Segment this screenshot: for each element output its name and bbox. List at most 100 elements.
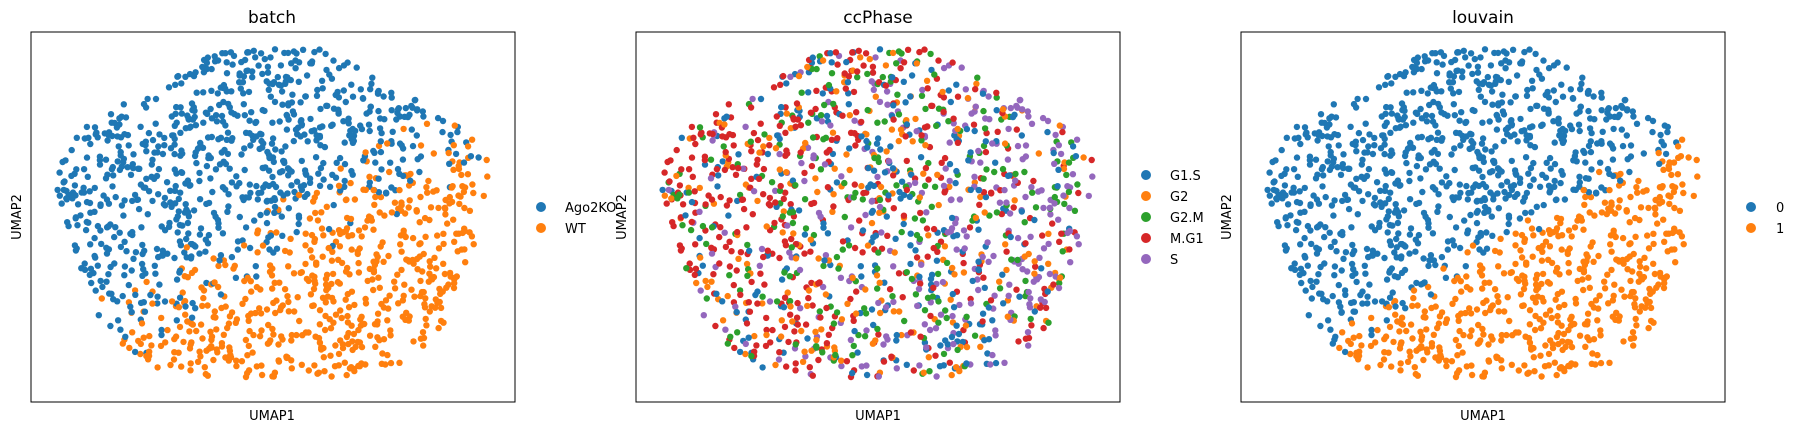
scatter-point bbox=[748, 175, 755, 182]
scatter-point bbox=[422, 315, 429, 323]
scatter-point bbox=[1527, 164, 1535, 172]
scatter-point bbox=[1427, 291, 1435, 298]
scatter-point bbox=[292, 126, 300, 133]
scatter-point bbox=[697, 287, 704, 294]
scatter-point bbox=[396, 359, 403, 366]
scatter-point bbox=[945, 118, 952, 125]
scatter-point bbox=[1352, 138, 1360, 145]
scatter-point bbox=[1353, 175, 1360, 182]
scatter-point bbox=[861, 333, 869, 340]
scatter-point bbox=[144, 211, 151, 218]
scatter-point bbox=[1347, 340, 1355, 348]
scatter-point bbox=[1668, 171, 1675, 179]
scatter-point bbox=[281, 286, 289, 293]
scatter-point bbox=[313, 92, 321, 100]
scatter-point bbox=[773, 298, 781, 305]
scatter-point bbox=[1275, 222, 1282, 230]
scatter-point bbox=[150, 175, 158, 182]
scatter-point bbox=[1660, 216, 1667, 223]
scatter-point bbox=[981, 125, 989, 132]
scatter-point bbox=[223, 70, 231, 77]
scatter-point bbox=[1308, 240, 1315, 248]
scatter-point bbox=[1640, 150, 1648, 157]
scatter-point bbox=[1624, 156, 1631, 163]
scatter-point bbox=[955, 330, 963, 338]
scatter-point bbox=[1391, 249, 1398, 256]
scatter-point bbox=[83, 198, 91, 206]
scatter-point bbox=[225, 191, 232, 198]
scatter-point bbox=[411, 293, 418, 300]
scatter-point bbox=[248, 109, 255, 116]
scatter-point bbox=[1531, 326, 1539, 334]
scatter-point bbox=[850, 317, 857, 324]
scatter-point bbox=[1421, 279, 1428, 286]
scatter-point bbox=[883, 148, 890, 155]
scatter-point bbox=[868, 78, 875, 85]
scatter-point bbox=[1394, 219, 1402, 227]
scatter-point bbox=[728, 248, 735, 255]
scatter-point bbox=[798, 327, 805, 335]
scatter-point bbox=[1548, 259, 1556, 267]
scatter-point bbox=[1612, 104, 1620, 112]
scatter-point bbox=[1358, 161, 1366, 168]
scatter-point bbox=[748, 148, 755, 155]
scatter-point bbox=[454, 128, 461, 136]
batch-panel: batch UMAP1 UMAP2 Ago2KO WT bbox=[10, 8, 616, 424]
scatter-point bbox=[953, 167, 960, 175]
scatter-point bbox=[934, 171, 941, 178]
scatter-point bbox=[1022, 240, 1029, 247]
scatter-point bbox=[97, 277, 104, 285]
scatter-point bbox=[151, 149, 158, 156]
scatter-point bbox=[349, 139, 357, 146]
scatter-point bbox=[1038, 187, 1045, 194]
scatter-point bbox=[797, 122, 805, 129]
scatter-point bbox=[364, 277, 371, 285]
scatter-point bbox=[1554, 264, 1561, 272]
scatter-point bbox=[199, 302, 206, 310]
scatter-point bbox=[926, 368, 933, 375]
scatter-point bbox=[139, 241, 146, 249]
scatter-point bbox=[122, 333, 129, 340]
scatter-point bbox=[885, 158, 893, 165]
scatter-point bbox=[829, 129, 837, 136]
scatter-point bbox=[374, 90, 382, 97]
scatter-point bbox=[976, 201, 983, 208]
scatter-point bbox=[721, 229, 728, 236]
scatter-point bbox=[923, 209, 930, 216]
scatter-point bbox=[1293, 198, 1301, 206]
scatter-point bbox=[954, 346, 961, 354]
scatter-point bbox=[196, 177, 203, 185]
scatter-point bbox=[1419, 188, 1426, 196]
scatter-point bbox=[1679, 181, 1686, 188]
scatter-point bbox=[924, 123, 931, 130]
scatter-point bbox=[1661, 279, 1668, 287]
scatter-point bbox=[960, 259, 967, 267]
scatter-point bbox=[107, 322, 114, 330]
scatter-point bbox=[838, 173, 845, 180]
scatter-point bbox=[726, 272, 733, 279]
scatter-point bbox=[1293, 154, 1301, 161]
scatter-point bbox=[737, 291, 744, 298]
scatter-point bbox=[1332, 333, 1339, 340]
scatter-point bbox=[170, 356, 178, 363]
scatter-point bbox=[1515, 367, 1523, 374]
scatter-point bbox=[1398, 100, 1406, 107]
scatter-point bbox=[1385, 304, 1393, 311]
scatter-point bbox=[1266, 169, 1273, 176]
scatter-point bbox=[875, 331, 882, 338]
scatter-point bbox=[940, 182, 948, 189]
scatter-point bbox=[1388, 169, 1395, 176]
scatter-point bbox=[1554, 59, 1561, 66]
legend-label: M.G1 bbox=[1170, 232, 1204, 247]
scatter-point bbox=[984, 239, 991, 246]
scatter-point bbox=[1281, 182, 1289, 189]
scatter-point bbox=[1587, 138, 1595, 145]
scatter-point bbox=[218, 304, 225, 312]
scatter-point bbox=[992, 159, 999, 166]
scatter-point bbox=[1365, 143, 1372, 150]
scatter-point bbox=[1585, 107, 1592, 115]
scatter-point bbox=[875, 373, 882, 380]
scatter-point bbox=[704, 283, 711, 291]
legend-label: G2 bbox=[1170, 190, 1188, 205]
scatter-point bbox=[864, 70, 871, 78]
